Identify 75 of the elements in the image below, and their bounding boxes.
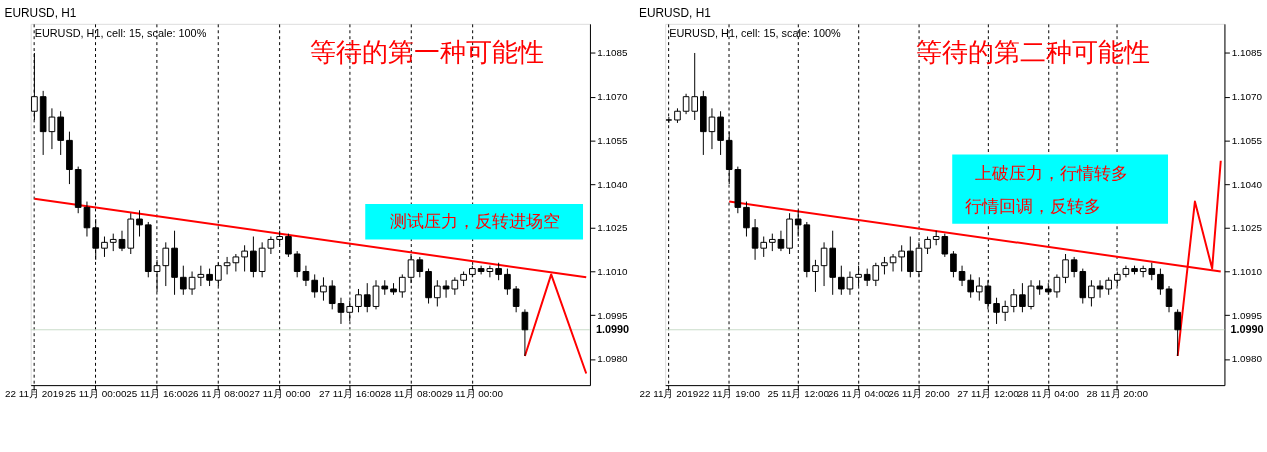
- candlestick: [504, 268, 511, 296]
- candlestick: [179, 265, 187, 296]
- chart-title: EURUSD, H1: [638, 5, 712, 20]
- candlestick: [241, 244, 248, 272]
- y-tick-label: 1.1025: [597, 222, 629, 234]
- y-tick-label: 1.1055: [597, 134, 629, 146]
- candlestick: [311, 273, 319, 299]
- y-tick-label: 1.1040: [1231, 178, 1263, 190]
- x-tick-label: 29 11月 00:00: [441, 387, 504, 399]
- candlestick: [250, 236, 257, 278]
- x-tick-label: 22 11月 2019: [5, 387, 65, 399]
- annotation: 等待的第一种可能性: [309, 38, 544, 67]
- candlestick: [993, 297, 1000, 325]
- candlestick: [355, 288, 362, 313]
- candlestick: [717, 110, 724, 156]
- x-tick-label: 27 11月 12:00: [957, 387, 1020, 399]
- y-tick-label: 1.1070: [1231, 91, 1263, 103]
- candlestick: [1165, 285, 1173, 313]
- candlestick: [215, 262, 222, 287]
- y-tick-label: 1.1010: [1231, 265, 1263, 277]
- candlestick: [950, 250, 957, 278]
- candlestick: [285, 233, 292, 258]
- x-tick-label: 22 11月 19:00: [698, 387, 761, 399]
- candlestick: [57, 110, 65, 156]
- candlestick: [398, 273, 406, 299]
- candlestick: [1027, 279, 1035, 310]
- y-tick-label: 1.0980: [597, 353, 629, 365]
- x-tick-label: 25 11月 00:00: [65, 387, 127, 399]
- candlestick: [1088, 279, 1095, 307]
- x-tick-label: 28 11月 08:00: [380, 387, 443, 399]
- annotation: 上破压力，行情转多: [974, 164, 1128, 184]
- y-tick-label: 1.1085: [1231, 47, 1263, 59]
- ref-line-label: 1.0990: [1230, 322, 1264, 335]
- annotation: 等待的第二种可能性: [916, 38, 1151, 67]
- candlestick: [101, 236, 108, 258]
- y-tick-label: 1.1085: [597, 47, 629, 59]
- candlestick: [1096, 279, 1104, 299]
- candlestick: [1174, 308, 1181, 357]
- candlestick: [136, 209, 143, 238]
- candlestick: [1062, 253, 1069, 284]
- candlestick: [512, 285, 520, 313]
- x-tick-label: 28 11月 04:00: [1017, 387, 1080, 399]
- y-tick-label: 1.0995: [597, 309, 629, 321]
- y-tick-label: 1.1010: [597, 265, 629, 277]
- annotation: 测试压力，反转进场空: [390, 211, 561, 231]
- candlestick: [521, 308, 529, 357]
- y-tick-label: 1.1055: [1231, 134, 1263, 146]
- candlestick: [363, 282, 371, 313]
- x-tick-label: 25 11月 16:00: [126, 387, 189, 399]
- ref-line-label: 1.0990: [595, 322, 630, 335]
- candlestick: [433, 279, 441, 307]
- x-tick-label: 26 11月 04:00: [827, 387, 890, 399]
- annotation: 行情回调，反转多: [965, 196, 1102, 216]
- annotation: EURUSD, H1, cell: 15, scale: 100%: [669, 26, 842, 39]
- y-tick-label: 1.1025: [1231, 222, 1263, 234]
- x-tick-label: 26 11月 20:00: [888, 387, 951, 399]
- y-tick-label: 1.0980: [1231, 353, 1263, 365]
- x-tick-label: 27 11月 16:00: [319, 387, 381, 399]
- y-tick-label: 1.1070: [597, 91, 629, 103]
- chart-title: EURUSD, H1: [4, 5, 77, 20]
- candlestick: [118, 230, 126, 252]
- x-tick-label: 28 11月 20:00: [1086, 387, 1149, 399]
- x-tick-label: 26 11月 08:00: [187, 387, 250, 399]
- x-tick-label: 25 11月 12:00: [767, 387, 830, 399]
- candlestick: [708, 107, 716, 150]
- candlestick: [812, 259, 819, 293]
- x-tick-label: 22 11月 2019: [639, 387, 699, 399]
- candlestick: [320, 276, 327, 302]
- x-tick-label: 27 11月 00:00: [248, 387, 311, 399]
- annotation: EURUSD, H1, cell: 15, scale: 100%: [34, 26, 207, 39]
- candlestick: [743, 201, 750, 238]
- y-tick-label: 1.0995: [1231, 309, 1263, 321]
- candlestick: [1019, 282, 1026, 313]
- candlestick: [1157, 268, 1164, 296]
- y-tick-label: 1.1040: [597, 178, 629, 190]
